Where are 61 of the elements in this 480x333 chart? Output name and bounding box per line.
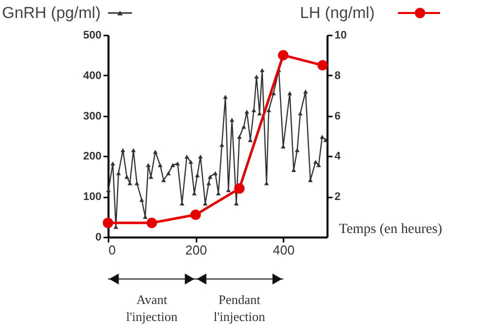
point [223, 94, 228, 99]
y-tick-label: 500 [83, 30, 102, 42]
point [298, 111, 303, 116]
x-axis-title: Temps (en heures) [339, 222, 443, 237]
point [184, 154, 190, 159]
point [190, 210, 201, 220]
point [308, 178, 313, 182]
y2-tick-label: 4 [334, 150, 342, 163]
point [323, 138, 328, 142]
point [139, 198, 144, 202]
point [252, 108, 256, 112]
point [303, 90, 308, 94]
point [208, 174, 212, 179]
y-tick-label: 0 [95, 232, 102, 244]
point [146, 163, 151, 168]
legend-label: LH (ng/ml) [300, 5, 375, 22]
point [234, 183, 245, 194]
x-tick-label: 0 [108, 242, 116, 258]
y2-tick-label: 6 [334, 110, 341, 122]
point [134, 181, 140, 186]
x-tick-label: 200 [185, 242, 207, 258]
y-tick-label: 300 [83, 110, 102, 122]
point [287, 91, 292, 96]
point [230, 118, 234, 122]
point [102, 218, 114, 228]
point [244, 110, 250, 114]
y2-tick-label: 8 [334, 70, 341, 82]
point [266, 108, 272, 112]
legend-label: GnRH (pg/ml) [2, 5, 101, 22]
y2-tick-label: 2 [334, 191, 341, 204]
point [170, 163, 176, 168]
point [110, 161, 116, 166]
point [198, 154, 203, 159]
x-tick-label: 400 [272, 242, 295, 258]
point [237, 134, 242, 139]
point [294, 148, 300, 152]
point [206, 181, 212, 186]
y-tick-label: 200 [83, 150, 102, 163]
point [152, 150, 158, 154]
point [313, 160, 318, 164]
point [248, 138, 253, 142]
point [146, 218, 158, 228]
y-tick-label: 400 [83, 70, 102, 82]
text: Avant l'injection [126, 292, 178, 324]
text: Pendant l'injection [214, 292, 266, 324]
point [158, 163, 162, 168]
point [124, 174, 130, 179]
point [317, 60, 328, 71]
point [188, 160, 194, 164]
point [161, 178, 166, 182]
point [131, 148, 136, 152]
y2-tick-label: 10 [334, 30, 347, 42]
point [175, 161, 180, 166]
point [278, 50, 288, 60]
y-tick-label: 100 [83, 191, 102, 204]
point [241, 124, 246, 129]
point [260, 68, 265, 72]
point [120, 148, 126, 152]
point [212, 171, 218, 176]
point [254, 74, 259, 79]
point [316, 163, 322, 168]
